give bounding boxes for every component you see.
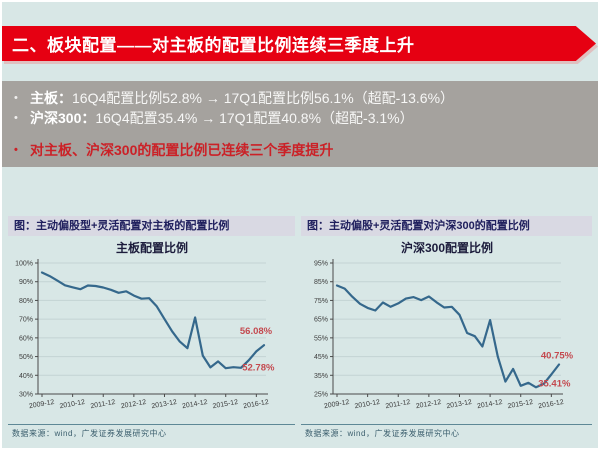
svg-text:56.08%: 56.08% [240,326,273,337]
svg-text:25%: 25% [314,392,328,399]
header-arrow-shape: 二、板块配置——对主板的配置比例连续三季度上升 [2,26,596,61]
chart-source: 数据来源：wind，广发证券发展研究中心 [301,424,592,439]
bullet-text: 16Q4配置比例52.8% → 17Q1配置比例56.1%（超配-13.6%） [72,90,455,106]
highlight-bullet: • 对主板、沪深300的配置比例已连续三个季度提升 [14,140,598,160]
chart-caption: 图：主动偏股+灵活配置对沪深300的配置比例 [301,216,592,236]
svg-text:90%: 90% [19,279,33,286]
svg-text:主板配置比例: 主板配置比例 [116,240,188,255]
svg-text:35.41%: 35.41% [538,379,571,390]
svg-text:100%: 100% [15,261,33,268]
svg-text:2015-12: 2015-12 [507,399,534,410]
svg-text:2014-12: 2014-12 [477,399,504,410]
chart-caption: 图：主动偏股型+灵活配置对主板的配置比例 [8,216,295,236]
svg-text:45%: 45% [314,354,328,361]
bullet-dot-icon: • [14,92,18,104]
chart-panel-main-board: 图：主动偏股型+灵活配置对主板的配置比例 100% 90% 80% 70% 60% 50%… [8,216,295,439]
bullet-dot-icon: • [14,144,18,156]
svg-text:2016-12: 2016-12 [243,399,270,410]
bullet-dot-icon: • [14,112,18,124]
svg-text:30%: 30% [19,392,33,399]
bullet-label: 主板： [30,90,72,106]
svg-text:2013-12: 2013-12 [446,399,473,410]
svg-text:35%: 35% [314,373,328,380]
highlight-bullet-text: 对主板、沪深300的配置比例已连续三个季度提升 [30,142,334,158]
svg-text:2010-12: 2010-12 [59,399,86,410]
svg-text:95%: 95% [314,261,328,268]
svg-text:50%: 50% [19,354,33,361]
svg-text:60%: 60% [19,335,33,342]
svg-text:55%: 55% [314,335,328,342]
svg-text:40%: 40% [19,373,33,380]
svg-text:2010-12: 2010-12 [354,399,381,410]
svg-text:70%: 70% [19,317,33,324]
svg-text:2015-12: 2015-12 [212,399,239,410]
svg-text:80%: 80% [19,298,33,305]
svg-text:65%: 65% [314,317,328,324]
chart-panel-csi300: 图：主动偏股+灵活配置对沪深300的配置比例 95% 85% 75% 65% 55% 45… [301,216,592,439]
svg-text:2011-12: 2011-12 [385,399,411,410]
summary-band: • 主板： 16Q4配置比例52.8% → 17Q1配置比例56.1%（超配-1… [2,81,598,167]
svg-text:2011-12: 2011-12 [90,399,116,410]
svg-text:沪深300配置比例: 沪深300配置比例 [401,240,493,255]
svg-text:52.78%: 52.78% [242,362,275,373]
svg-text:2012-12: 2012-12 [120,399,147,410]
bullet-item-main-board: • 主板： 16Q4配置比例52.8% → 17Q1配置比例56.1%（超配-1… [14,88,598,108]
svg-text:2009-12: 2009-12 [28,399,55,410]
csi300-line-chart: 95% 85% 75% 65% 55% 45% 35% 25%2009-12 2010-12 20… [314,240,574,410]
bullet-item-csi300: • 沪深300： 16Q4配置35.4% → 17Q1配置40.8%（超配-3.… [14,108,598,128]
svg-text:2013-12: 2013-12 [151,399,178,410]
svg-text:2014-12: 2014-12 [182,399,209,410]
svg-text:75%: 75% [314,298,328,305]
bullet-text: 16Q4配置35.4% → 17Q1配置40.8%（超配-3.1%） [95,110,414,126]
svg-text:85%: 85% [314,279,328,286]
svg-text:40.75%: 40.75% [541,351,574,362]
chart-source: 数据来源：wind，广发证券发展研究中心 [8,424,295,439]
header-banner: 二、板块配置——对主板的配置比例连续三季度上升 [2,26,596,61]
svg-text:2016-12: 2016-12 [538,399,565,410]
svg-text:2012-12: 2012-12 [415,399,442,410]
slide-title: 二、板块配置——对主板的配置比例连续三季度上升 [12,36,415,55]
main-board-line-chart: 100% 90% 80% 70% 60% 50% 40% 30%2009-12 2010-12 2… [15,240,275,410]
svg-text:2009-12: 2009-12 [323,399,350,410]
bullet-label: 沪深300： [30,110,96,126]
